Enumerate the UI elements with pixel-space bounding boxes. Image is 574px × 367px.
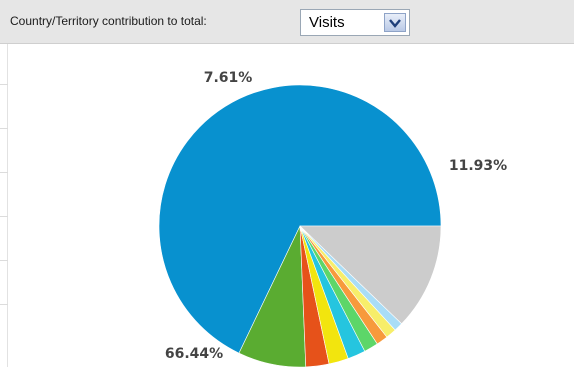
contribution-label: Country/Territory contribution to total: (10, 14, 207, 28)
metric-dropdown[interactable]: Visits (300, 9, 410, 36)
left-gutter (0, 44, 8, 367)
slice-label-9: 11.93% (449, 158, 507, 174)
metric-selected-value: Visits (309, 14, 345, 31)
pie-slice-0[interactable] (158, 84, 442, 354)
slice-label-0: 66.44% (165, 346, 223, 362)
pie-slice-9[interactable] (299, 225, 442, 325)
dropdown-arrow-button[interactable] (384, 13, 406, 32)
chevron-down-icon (389, 19, 401, 28)
slice-label-1: 7.61% (204, 70, 253, 86)
report-toolbar: Country/Territory contribution to total:… (0, 0, 574, 44)
